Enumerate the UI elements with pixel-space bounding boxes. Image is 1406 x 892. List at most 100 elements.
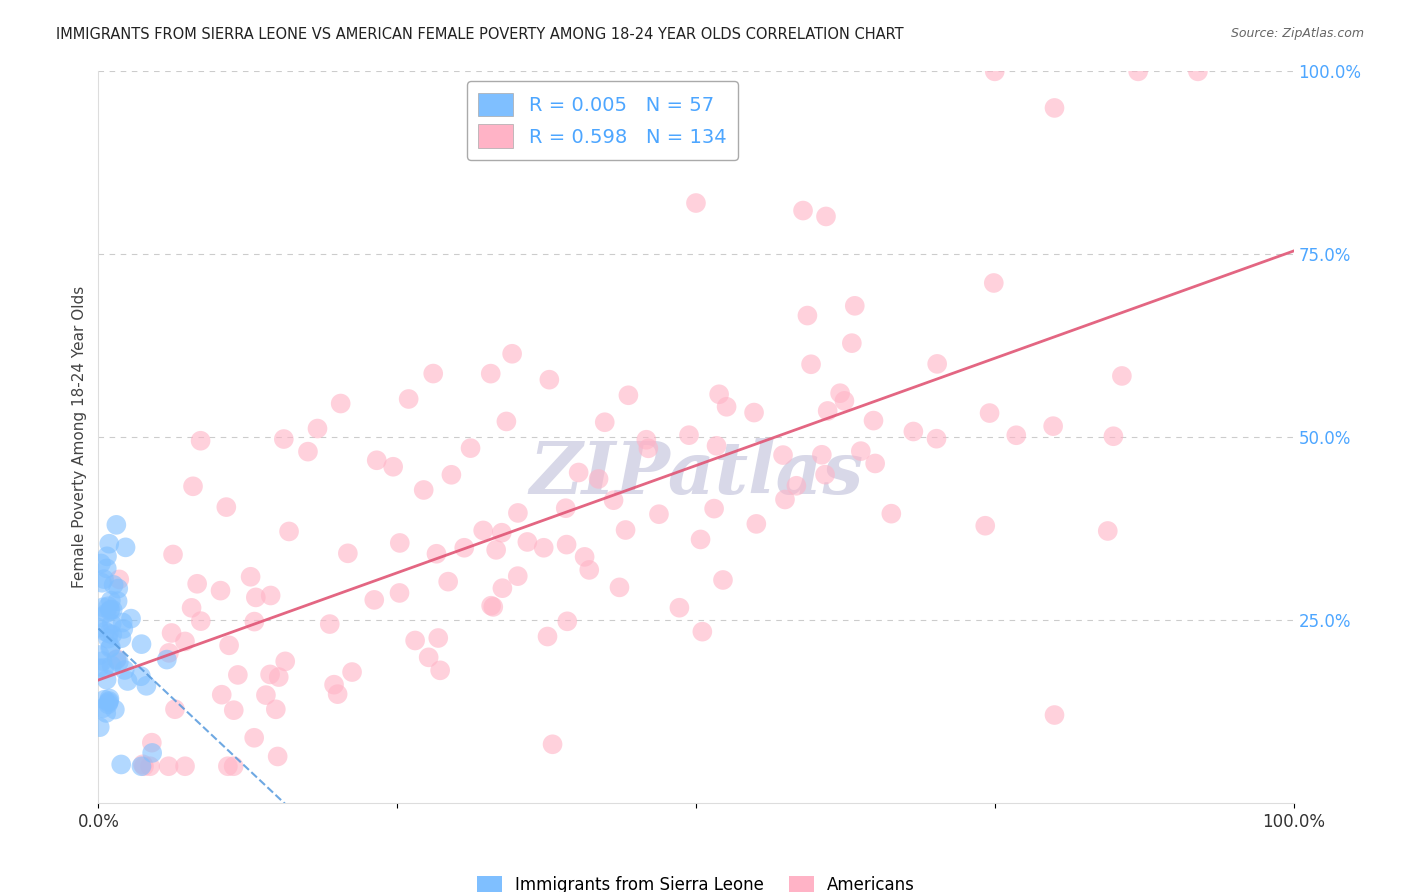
Point (98, 604, 121, 618)
Point (131, 637, 153, 651)
Point (614, 523, 637, 537)
Point (427, 631, 450, 645)
Point (903, 425, 925, 439)
Point (678, 428, 700, 442)
Point (107, 655, 129, 669)
Point (925, 432, 948, 446)
Point (157, 759, 180, 773)
Point (245, 591, 267, 605)
Point (114, 541, 136, 555)
Point (266, 749, 288, 764)
Point (94, 624, 117, 639)
Point (98, 691, 121, 706)
Point (862, 414, 884, 428)
Point (1111, 368, 1133, 383)
Point (162, 548, 184, 562)
Point (745, 516, 768, 531)
Point (491, 525, 513, 540)
Point (218, 638, 240, 652)
Point (98, 640, 121, 655)
Point (243, 615, 266, 629)
Point (93, 572, 115, 586)
Point (89, 720, 111, 734)
Point (226, 668, 249, 682)
Point (101, 627, 124, 641)
Point (97, 695, 120, 709)
Point (472, 524, 495, 538)
Point (278, 524, 301, 539)
Point (340, 665, 363, 679)
Point (772, 448, 794, 462)
Point (1043, 708, 1066, 723)
Point (578, 563, 600, 577)
Point (101, 603, 124, 617)
Point (1043, 101, 1066, 115)
Point (538, 373, 561, 387)
Point (491, 581, 513, 595)
Point (425, 547, 447, 561)
Point (110, 757, 132, 772)
Point (437, 574, 460, 589)
Point (91, 701, 114, 715)
Point (96, 561, 118, 575)
Point (297, 444, 319, 458)
Point (588, 472, 610, 486)
Point (100, 602, 122, 616)
Point (1005, 428, 1028, 442)
Point (363, 593, 385, 607)
Point (382, 459, 405, 474)
Point (501, 347, 523, 361)
Point (834, 393, 856, 408)
Point (117, 673, 139, 688)
Point (460, 441, 482, 455)
Point (90, 557, 112, 571)
Point (796, 309, 818, 323)
Point (190, 614, 212, 628)
Point (160, 626, 183, 640)
Point (742, 406, 765, 420)
Point (979, 406, 1001, 420)
Point (139, 759, 162, 773)
Point (91, 654, 114, 668)
Point (141, 736, 163, 750)
Point (880, 507, 903, 521)
Point (506, 569, 529, 583)
Point (111, 615, 134, 630)
Point (716, 400, 738, 414)
Point (105, 653, 128, 667)
Point (412, 483, 434, 497)
Point (555, 615, 578, 629)
Point (844, 299, 866, 313)
Point (97, 599, 120, 614)
Point (100, 616, 122, 631)
Point (533, 541, 555, 555)
Point (792, 203, 814, 218)
Point (180, 600, 202, 615)
Point (259, 667, 281, 681)
Point (849, 444, 872, 458)
Point (554, 501, 576, 516)
Point (89, 610, 111, 624)
Point (453, 541, 475, 555)
Point (814, 210, 837, 224)
Point (479, 599, 502, 613)
Point (307, 421, 329, 435)
Point (163, 702, 186, 716)
Point (274, 654, 297, 668)
Legend: Immigrants from Sierra Leone, Americans: Immigrants from Sierra Leone, Americans (470, 870, 922, 892)
Point (100, 593, 122, 607)
Point (222, 759, 245, 773)
Point (1097, 524, 1119, 538)
Point (100, 658, 122, 673)
Point (326, 687, 349, 701)
Point (254, 688, 277, 702)
Point (927, 357, 949, 371)
Point (329, 396, 352, 410)
Point (110, 631, 132, 645)
Point (107, 582, 129, 596)
Point (243, 731, 266, 745)
Point (209, 583, 232, 598)
Point (96, 673, 118, 687)
Point (574, 549, 596, 564)
Point (1102, 429, 1125, 443)
